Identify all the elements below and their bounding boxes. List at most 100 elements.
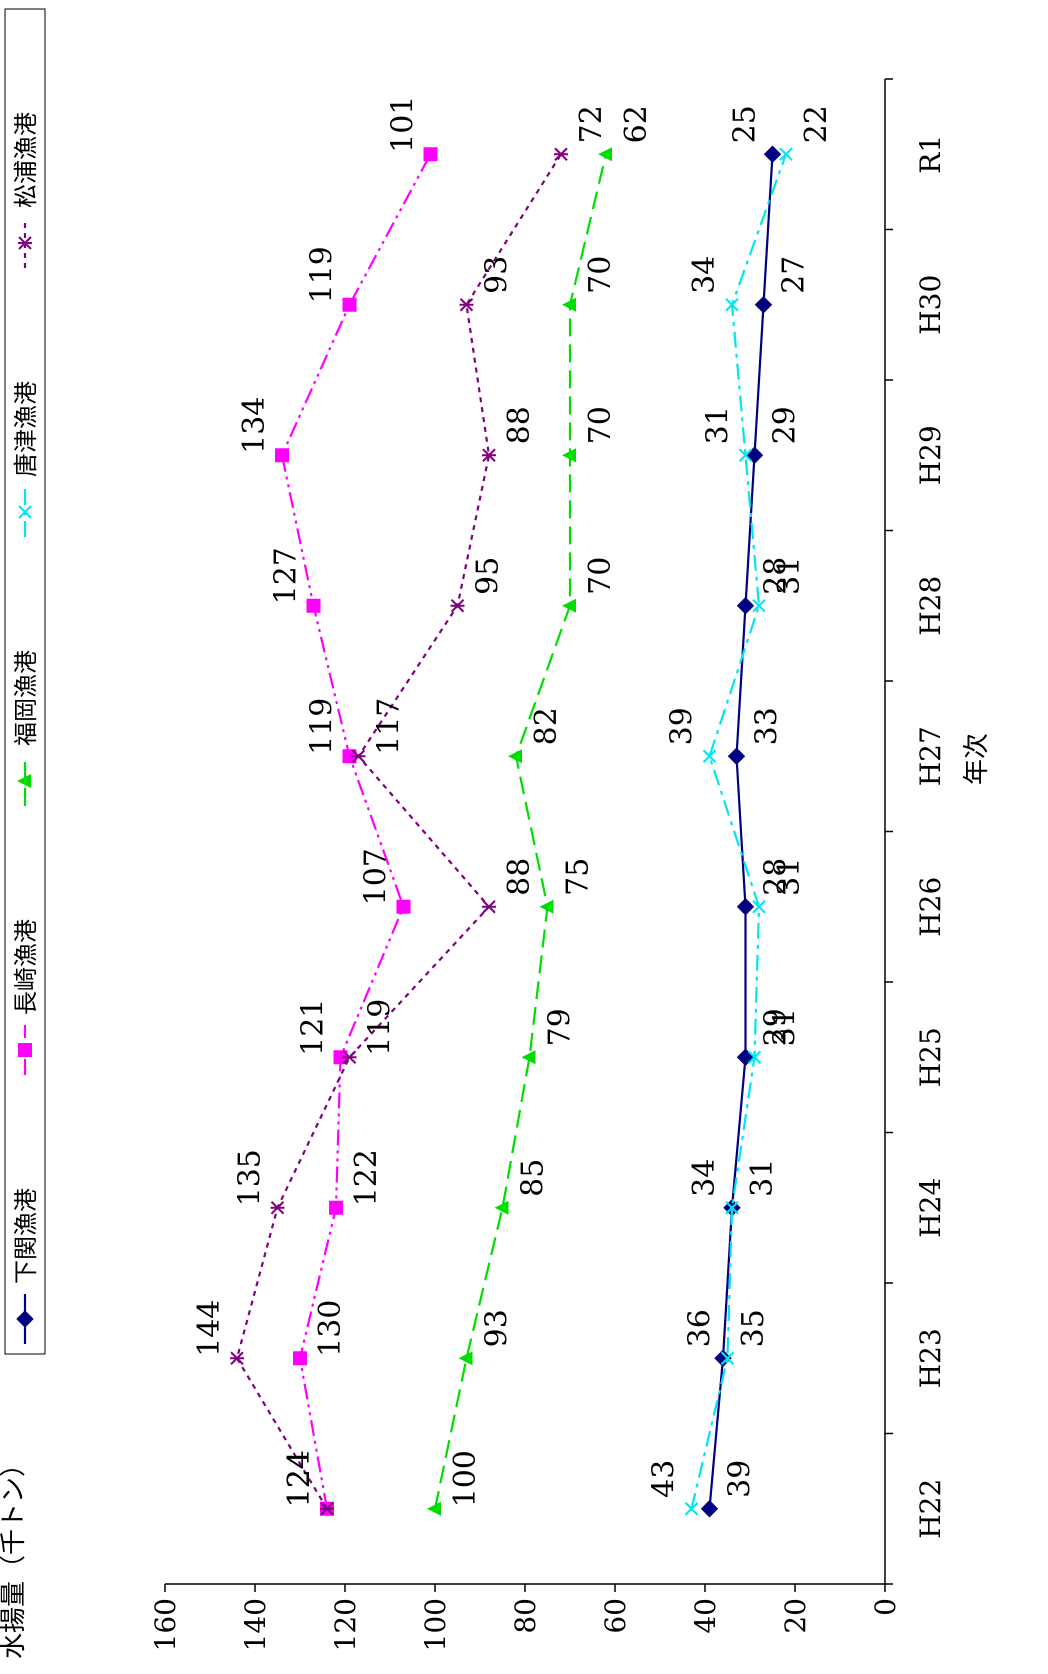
data-point (779, 147, 793, 161)
data-label: 119 (305, 246, 340, 303)
legend-marker (18, 236, 32, 250)
legend-label: 唐津漁港 (12, 381, 40, 477)
data-label: 119 (363, 999, 398, 1056)
x-tick-label: H30 (914, 275, 947, 335)
series-line (690, 153, 788, 1510)
data-label: 34 (687, 1159, 722, 1197)
data-point (684, 1502, 699, 1516)
data-label: 70 (583, 256, 618, 294)
data-label: 29 (768, 406, 803, 444)
series-4 (230, 147, 568, 1516)
x-tick-label: H27 (914, 726, 947, 786)
data-point (702, 749, 717, 763)
data-point (562, 297, 576, 312)
data-point (539, 899, 554, 914)
data-point (725, 298, 739, 312)
data-label: 31 (772, 557, 807, 595)
data-point (275, 448, 289, 463)
data-point (598, 147, 612, 162)
x-tick-label: H28 (914, 576, 947, 636)
data-point (459, 298, 474, 312)
x-tick-label: H26 (914, 877, 947, 937)
legend-entry: 松浦漁港 (12, 112, 40, 268)
data-label: 72 (574, 105, 609, 143)
y-tick-label: 100 (419, 1598, 452, 1651)
data-label: 88 (502, 406, 537, 444)
data-label: 85 (516, 1159, 551, 1197)
data-point (562, 448, 576, 463)
y-tick-label: 160 (149, 1598, 182, 1651)
series-line (280, 153, 432, 1509)
data-label: 27 (777, 256, 812, 294)
data-point (423, 147, 438, 162)
data-point (342, 297, 357, 312)
legend-label: 下関漁港 (12, 1188, 40, 1284)
data-point (720, 1351, 735, 1365)
y-tick-label: 120 (329, 1598, 362, 1651)
data-point (738, 448, 753, 462)
data-label: 25 (728, 105, 763, 143)
data-point (458, 1351, 473, 1366)
legend-marker (16, 1310, 34, 1328)
data-label: 107 (359, 848, 394, 905)
data-label: 101 (386, 96, 421, 153)
series-2 (427, 147, 612, 1516)
data-point (727, 747, 746, 765)
data-label: 93 (480, 1309, 515, 1347)
data-label: 28 (759, 858, 794, 896)
data-label: 39 (723, 1460, 758, 1498)
data-point (745, 446, 764, 464)
data-label: 31 (768, 1008, 803, 1046)
data-label: 62 (619, 105, 654, 143)
data-label: 95 (471, 557, 506, 595)
y-tick-label: 60 (599, 1598, 632, 1634)
x-tick-label: R1 (914, 135, 947, 174)
y-tick-label: 140 (239, 1598, 272, 1651)
data-point (700, 1500, 719, 1518)
data-point (342, 749, 357, 764)
data-label: 29 (759, 1008, 794, 1046)
series-1 (275, 147, 438, 1516)
legend-marker (17, 774, 31, 788)
data-point (329, 1200, 343, 1215)
data-label: 124 (282, 1450, 317, 1507)
y-tick-label: 20 (779, 1598, 812, 1634)
data-point (351, 749, 366, 763)
data-point (521, 1050, 536, 1065)
data-label: 135 (233, 1149, 268, 1206)
y-tick-label: 80 (509, 1598, 542, 1634)
data-point (752, 599, 766, 613)
data-label: 34 (687, 256, 722, 294)
x-tick-label: H25 (914, 1027, 947, 1087)
legend-marker (18, 505, 32, 519)
data-point (333, 1050, 348, 1065)
data-label: 28 (759, 557, 794, 595)
x-tick-label: H24 (914, 1178, 947, 1238)
data-point (763, 145, 782, 163)
series-line (235, 153, 562, 1510)
y-axis-label: 水揚量（千トン） (0, 1451, 29, 1659)
x-tick-label: H23 (914, 1328, 947, 1388)
data-label: 122 (349, 1149, 384, 1206)
data-label: 117 (372, 698, 407, 755)
data-label: 121 (296, 999, 331, 1056)
data-point (554, 147, 568, 161)
data-label: 100 (448, 1450, 483, 1507)
data-point (293, 1351, 307, 1366)
data-point (342, 1050, 357, 1064)
series-line (708, 154, 774, 1509)
legend-marker (18, 1043, 32, 1057)
data-point (482, 448, 496, 462)
data-point (725, 1201, 739, 1215)
legend-entry: 福岡漁港 (12, 650, 40, 806)
data-label: 134 (237, 397, 272, 454)
data-point (306, 598, 321, 613)
data-point (562, 598, 576, 613)
y-tick-label: 40 (689, 1598, 722, 1634)
legend-label: 長崎漁港 (12, 919, 40, 1015)
data-point (482, 900, 496, 914)
legend-box (4, 8, 46, 1355)
data-point (747, 1050, 762, 1064)
data-label: 82 (529, 707, 564, 745)
